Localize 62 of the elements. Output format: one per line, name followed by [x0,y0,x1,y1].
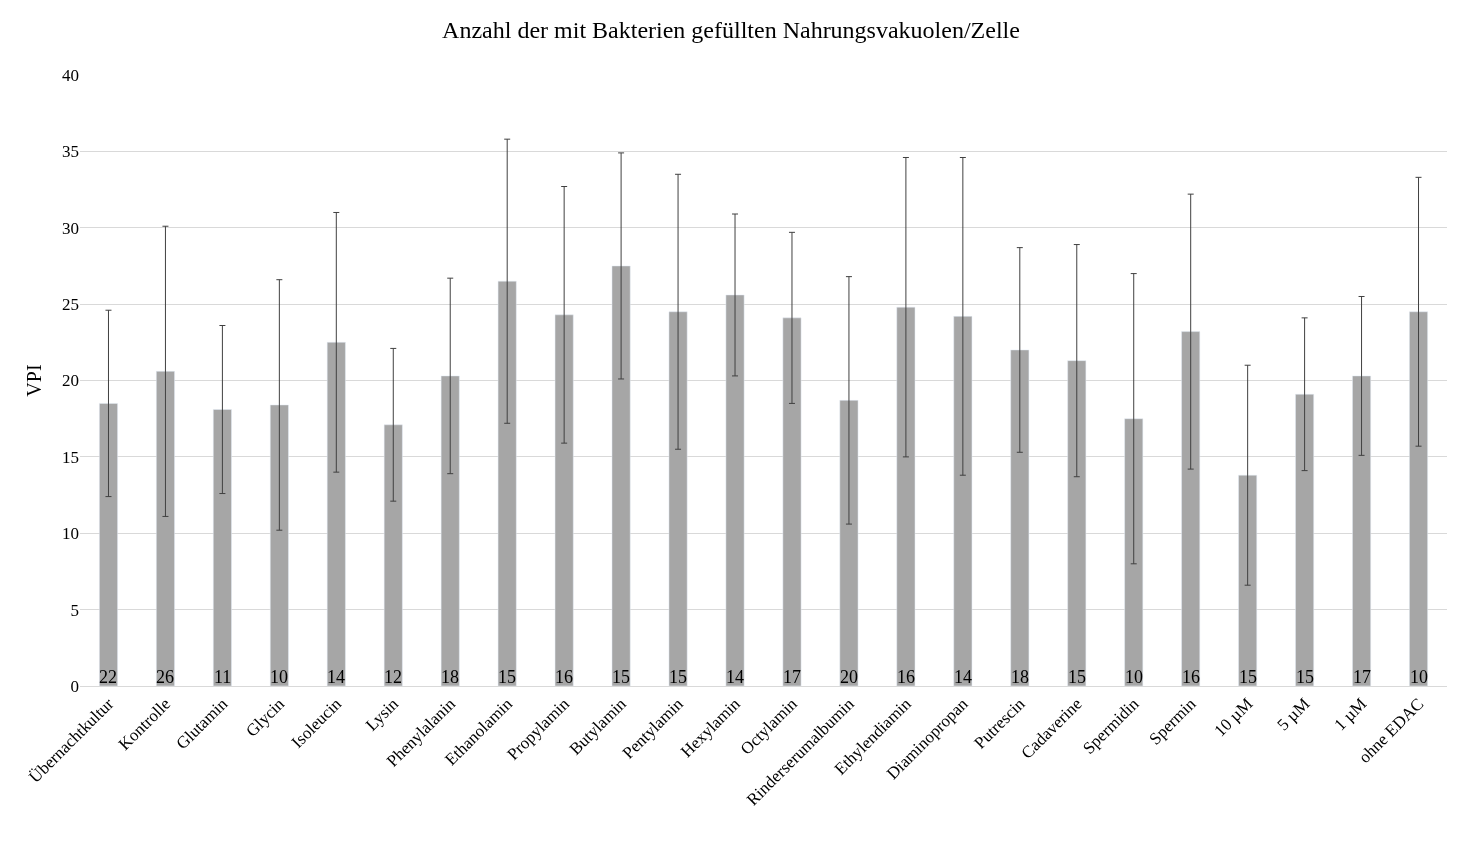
annotation: 14 [327,667,345,687]
chart-title: Anzahl der mit Bakterien gefüllten Nahrungsvakuolen/Zelle [442,17,1020,44]
y-tick-label: 25 [62,295,79,315]
annotation: 15 [612,667,630,687]
annotation: 15 [669,667,687,687]
bar [326,342,346,686]
y-tick-label: 20 [62,371,79,391]
annotation: 12 [384,667,402,687]
annotation: 16 [555,667,573,687]
annotation: 18 [441,667,459,687]
bar [497,280,517,686]
bar [1010,349,1030,686]
annotation: 10 [1410,667,1428,687]
bar [1181,331,1201,686]
annotation: 18 [1011,667,1029,687]
annotation: 22 [99,667,117,687]
bar [554,314,574,686]
annotation: 15 [1068,667,1086,687]
bar [782,317,802,686]
y-axis-title: VPI [22,364,45,397]
y-tick-label: 40 [62,65,79,85]
bar [839,400,859,686]
annotation: 10 [270,667,288,687]
bar [668,311,688,686]
bar [99,403,118,686]
annotation: 17 [783,667,801,687]
bar [1067,360,1087,686]
x-tick-label: 1 µM [1330,694,1371,735]
annotation: 15 [1239,667,1257,687]
bar [440,375,460,686]
y-tick-label: 10 [62,524,79,544]
annotation: 17 [1353,667,1371,687]
bar [896,306,916,686]
bar [269,404,289,686]
annotation: 14 [954,667,972,687]
bar [156,371,175,686]
x-tick-label: 5 µM [1273,694,1314,735]
annotation: 15 [498,667,516,687]
bar [1352,375,1371,686]
x-tick-label: 10 µM [1210,694,1257,741]
bar [1409,311,1428,686]
annotation: 14 [726,667,744,687]
bar [1124,418,1144,686]
bar [953,316,973,686]
y-tick-label: 15 [62,447,79,467]
annotation: 26 [156,667,174,687]
y-tick-label: 0 [70,676,79,696]
annotation: 11 [214,667,232,687]
y-tick-label: 30 [62,218,79,238]
bar [213,409,232,686]
bar [383,424,403,686]
bar [725,294,745,686]
y-tick-label: 5 [70,600,79,620]
bar [1238,474,1258,686]
annotation: 16 [897,667,915,687]
y-tick-label: 35 [62,142,79,162]
annotation: 10 [1125,667,1143,687]
annotation: 15 [1296,667,1314,687]
bar [611,265,631,686]
bar [1295,394,1314,686]
annotation: 16 [1182,667,1200,687]
annotation: 20 [840,667,858,687]
